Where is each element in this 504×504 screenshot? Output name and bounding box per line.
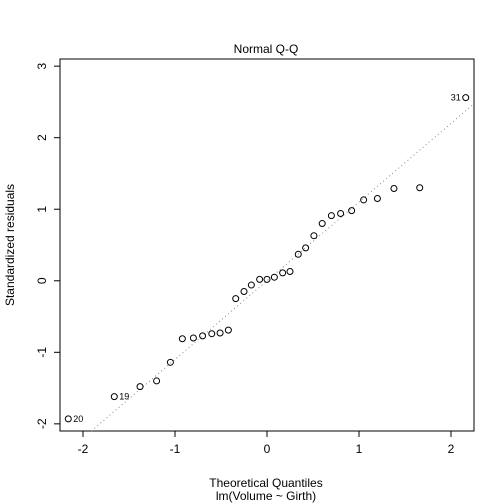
data-point xyxy=(208,330,216,338)
data-point xyxy=(294,250,302,258)
data-point xyxy=(318,220,326,228)
data-point xyxy=(310,232,318,240)
data-point xyxy=(189,334,197,342)
data-point xyxy=(232,295,240,303)
data-point xyxy=(64,415,72,423)
y-tick-label: 2 xyxy=(35,134,49,141)
reference-line-layer xyxy=(91,103,475,432)
y-tick-label: 0 xyxy=(35,277,49,284)
data-point xyxy=(153,377,161,385)
x-tick-label: 2 xyxy=(448,442,455,456)
data-point xyxy=(270,273,278,281)
y-axis: -2 -1 0 1 2 3 xyxy=(35,62,60,429)
data-point xyxy=(166,358,174,366)
point-label-31: 31 xyxy=(451,93,461,103)
x-tick-label: 1 xyxy=(356,442,363,456)
data-point xyxy=(216,329,224,337)
data-point xyxy=(373,195,381,202)
data-point xyxy=(416,184,424,192)
data-point xyxy=(327,212,335,220)
plot-frame xyxy=(59,58,475,432)
x-axis-label: Theoretical Quantiles xyxy=(209,476,322,490)
data-point xyxy=(337,210,345,218)
data-point xyxy=(199,332,207,340)
data-point xyxy=(462,94,470,102)
data-point xyxy=(178,335,186,343)
data-point xyxy=(263,275,271,283)
point-label-20: 20 xyxy=(73,414,83,424)
data-point xyxy=(360,196,368,204)
y-tick-label: 1 xyxy=(35,206,49,213)
point-labels-layer: 20 19 31 xyxy=(73,93,460,424)
data-point xyxy=(390,184,398,192)
x-tick-label: 0 xyxy=(264,442,271,456)
y-axis-label: Standardized residuals xyxy=(3,184,17,306)
qq-reference-line xyxy=(91,103,475,432)
data-point xyxy=(224,326,232,334)
y-tick-label: -1 xyxy=(35,347,49,358)
x-tick-label: -2 xyxy=(78,442,89,456)
data-point xyxy=(240,288,248,295)
data-point xyxy=(279,269,287,277)
point-label-19: 19 xyxy=(119,392,129,402)
x-tick-label: -1 xyxy=(170,442,181,456)
data-point xyxy=(136,383,144,391)
points-layer xyxy=(64,94,470,423)
data-point xyxy=(256,275,264,283)
chart-title: Normal Q-Q xyxy=(234,42,299,56)
data-point xyxy=(302,244,310,252)
x-axis: -2 -1 0 1 2 xyxy=(78,431,455,456)
data-point xyxy=(247,281,255,289)
y-tick-label: 3 xyxy=(35,62,49,69)
y-tick-label: -2 xyxy=(35,418,49,429)
data-point xyxy=(110,393,118,401)
data-point xyxy=(348,207,356,215)
data-point xyxy=(286,267,294,275)
model-sublabel: lm(Volume ~ Girth) xyxy=(216,489,316,503)
